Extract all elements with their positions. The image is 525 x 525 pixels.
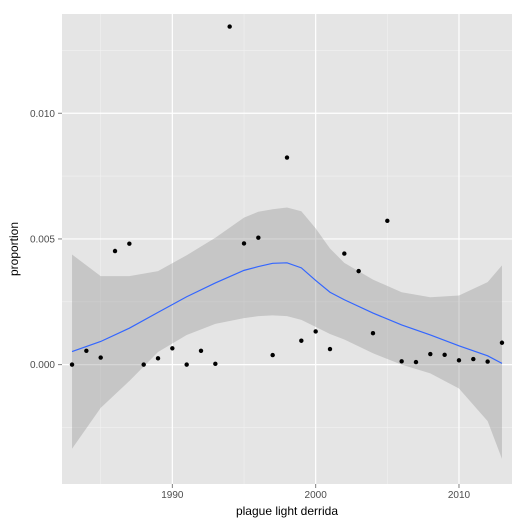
data-point bbox=[127, 241, 132, 246]
data-point bbox=[313, 329, 318, 334]
data-point bbox=[485, 359, 490, 364]
data-point bbox=[327, 346, 333, 352]
data-point bbox=[155, 356, 161, 361]
data-point bbox=[471, 356, 476, 362]
x-axis-title: plague light derrida bbox=[236, 504, 338, 518]
y-tick-label: 0.010 bbox=[30, 109, 55, 120]
data-point bbox=[342, 251, 347, 256]
data-point bbox=[385, 218, 390, 224]
data-point bbox=[241, 241, 247, 246]
data-point bbox=[227, 24, 232, 29]
data-point bbox=[428, 351, 433, 357]
data-point bbox=[98, 355, 103, 360]
x-tick-label: 2000 bbox=[305, 490, 328, 501]
x-tick-label: 2010 bbox=[448, 490, 471, 501]
data-point bbox=[170, 346, 175, 351]
data-point bbox=[399, 359, 404, 364]
plot-panel bbox=[62, 14, 512, 484]
data-point bbox=[370, 330, 376, 336]
x-axis-ticks: 1990 2000 2010 bbox=[161, 484, 471, 501]
data-points bbox=[69, 24, 505, 367]
y-tick-label: 0.000 bbox=[30, 360, 55, 371]
data-point bbox=[184, 362, 189, 367]
data-point bbox=[456, 358, 462, 363]
data-point bbox=[112, 248, 118, 254]
data-point bbox=[69, 362, 75, 367]
data-point bbox=[413, 359, 419, 365]
y-tick-label: 0.005 bbox=[30, 234, 55, 245]
data-point bbox=[213, 361, 218, 367]
data-point bbox=[256, 235, 261, 240]
confidence-band bbox=[72, 207, 502, 459]
data-point bbox=[270, 352, 275, 358]
data-point bbox=[442, 352, 447, 358]
y-axis-ticks: 0.000 0.005 0.010 bbox=[30, 109, 62, 371]
grid-lines bbox=[62, 14, 512, 484]
data-point bbox=[499, 340, 505, 345]
data-point bbox=[198, 348, 204, 353]
smooth-trend-line bbox=[71, 262, 503, 364]
data-point bbox=[299, 338, 304, 343]
data-point bbox=[141, 362, 146, 367]
data-point bbox=[356, 268, 361, 274]
data-point bbox=[84, 348, 89, 353]
data-point bbox=[284, 155, 290, 160]
x-tick-label: 1990 bbox=[161, 490, 184, 501]
y-axis-title: proportion bbox=[7, 222, 21, 276]
